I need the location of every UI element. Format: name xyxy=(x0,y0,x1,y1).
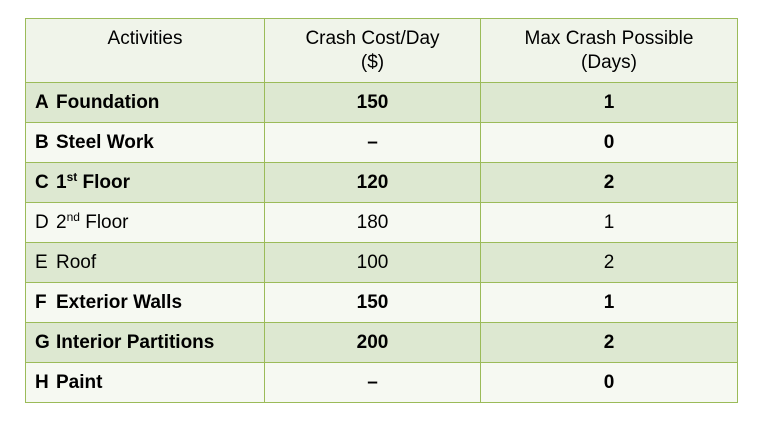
table-row: G Interior Partitions 200 2 xyxy=(25,322,738,363)
header-crash-cost: Crash Cost/Day ($) xyxy=(264,18,481,83)
activity-name-text: Steel Work xyxy=(56,131,154,153)
crash-cost-cell: 150 xyxy=(264,82,481,123)
activity-cell: E Roof xyxy=(25,242,265,283)
activity-id: D xyxy=(35,211,49,233)
crash-cost-cell: 100 xyxy=(264,242,481,283)
table-row: E Roof 100 2 xyxy=(25,242,738,283)
activity-name-text: 2 xyxy=(56,211,67,233)
activity-id: A xyxy=(35,91,49,113)
activity-name-text: 1 xyxy=(56,171,67,193)
table-row: D 2nd Floor 180 1 xyxy=(25,202,738,243)
header-activities-label: Activities xyxy=(107,28,183,49)
max-crash-cell: 1 xyxy=(480,202,738,243)
activity-id: B xyxy=(35,131,49,153)
crash-cost-cell: 150 xyxy=(264,282,481,323)
activity-id: H xyxy=(35,371,49,393)
max-crash-cell: 2 xyxy=(480,322,738,363)
activity-name: Interior Partitions xyxy=(56,332,214,353)
table-row: C 1st Floor 120 2 xyxy=(25,162,738,203)
activity-name-ordinal: nd xyxy=(66,209,80,224)
header-max-crash: Max Crash Possible (Days) xyxy=(480,18,738,83)
max-crash-cell: 1 xyxy=(480,282,738,323)
activity-name: Roof xyxy=(56,252,96,273)
crash-cost-cell: 180 xyxy=(264,202,481,243)
activity-name-ordinal: st xyxy=(66,169,78,184)
crash-cost-cell: 200 xyxy=(264,322,481,363)
table-row: B Steel Work –0 xyxy=(25,122,738,163)
activity-cell: A Foundation xyxy=(25,82,265,123)
activity-cell: D 2nd Floor xyxy=(25,202,265,243)
activity-name: Exterior Walls xyxy=(56,292,182,313)
header-row: Activities Crash Cost/Day ($) Max Crash … xyxy=(25,18,738,83)
header-max-crash-line2: (Days) xyxy=(581,52,637,73)
activity-name: 2nd Floor xyxy=(56,209,129,233)
table-body: A Foundation 150 1 B Steel Work –0 C 1st Floor 12… xyxy=(25,82,738,403)
activity-name-text: Foundation xyxy=(56,91,160,113)
crash-cost-cell: – xyxy=(264,122,481,163)
activity-cell: H Paint xyxy=(25,362,265,403)
header-crash-cost-line2: ($) xyxy=(360,52,385,73)
activity-name: Steel Work xyxy=(56,132,154,153)
table-row: A Foundation 150 1 xyxy=(25,82,738,123)
activity-cell: B Steel Work xyxy=(25,122,265,163)
activity-id: C xyxy=(35,171,49,193)
activity-name-text: Paint xyxy=(56,371,103,393)
activity-cell: G Interior Partitions xyxy=(25,322,265,363)
activity-id: F xyxy=(35,291,47,313)
crash-cost-cell: – xyxy=(264,362,481,403)
activity-cell: C 1st Floor xyxy=(25,162,265,203)
max-crash-cell: 0 xyxy=(480,122,738,163)
activity-id: G xyxy=(35,331,50,353)
table-row: F Exterior Walls 150 1 xyxy=(25,282,738,323)
max-crash-cell: 2 xyxy=(480,242,738,283)
activity-name-text: Interior Partitions xyxy=(56,331,215,353)
activity-name: Foundation xyxy=(56,92,159,113)
header-max-crash-line1: Max Crash Possible xyxy=(524,28,694,49)
activity-name: 1st Floor xyxy=(56,169,131,193)
activity-name-text: Exterior Walls xyxy=(56,291,183,313)
max-crash-cell: 1 xyxy=(480,82,738,123)
max-crash-cell: 0 xyxy=(480,362,738,403)
activity-id: E xyxy=(35,251,48,273)
activity-name: Paint xyxy=(56,372,102,393)
activity-name-text: Roof xyxy=(56,251,97,273)
header-crash-cost-line1: Crash Cost/Day xyxy=(305,28,440,49)
crash-cost-cell: 120 xyxy=(264,162,481,203)
activity-name-rest: Floor xyxy=(77,171,131,193)
header-activities: Activities xyxy=(25,18,265,83)
crash-cost-table: Activities Crash Cost/Day ($) Max Crash … xyxy=(25,18,738,403)
table-row: H Paint –0 xyxy=(25,362,738,403)
activity-name-rest: Floor xyxy=(79,211,129,233)
activity-cell: F Exterior Walls xyxy=(25,282,265,323)
max-crash-cell: 2 xyxy=(480,162,738,203)
